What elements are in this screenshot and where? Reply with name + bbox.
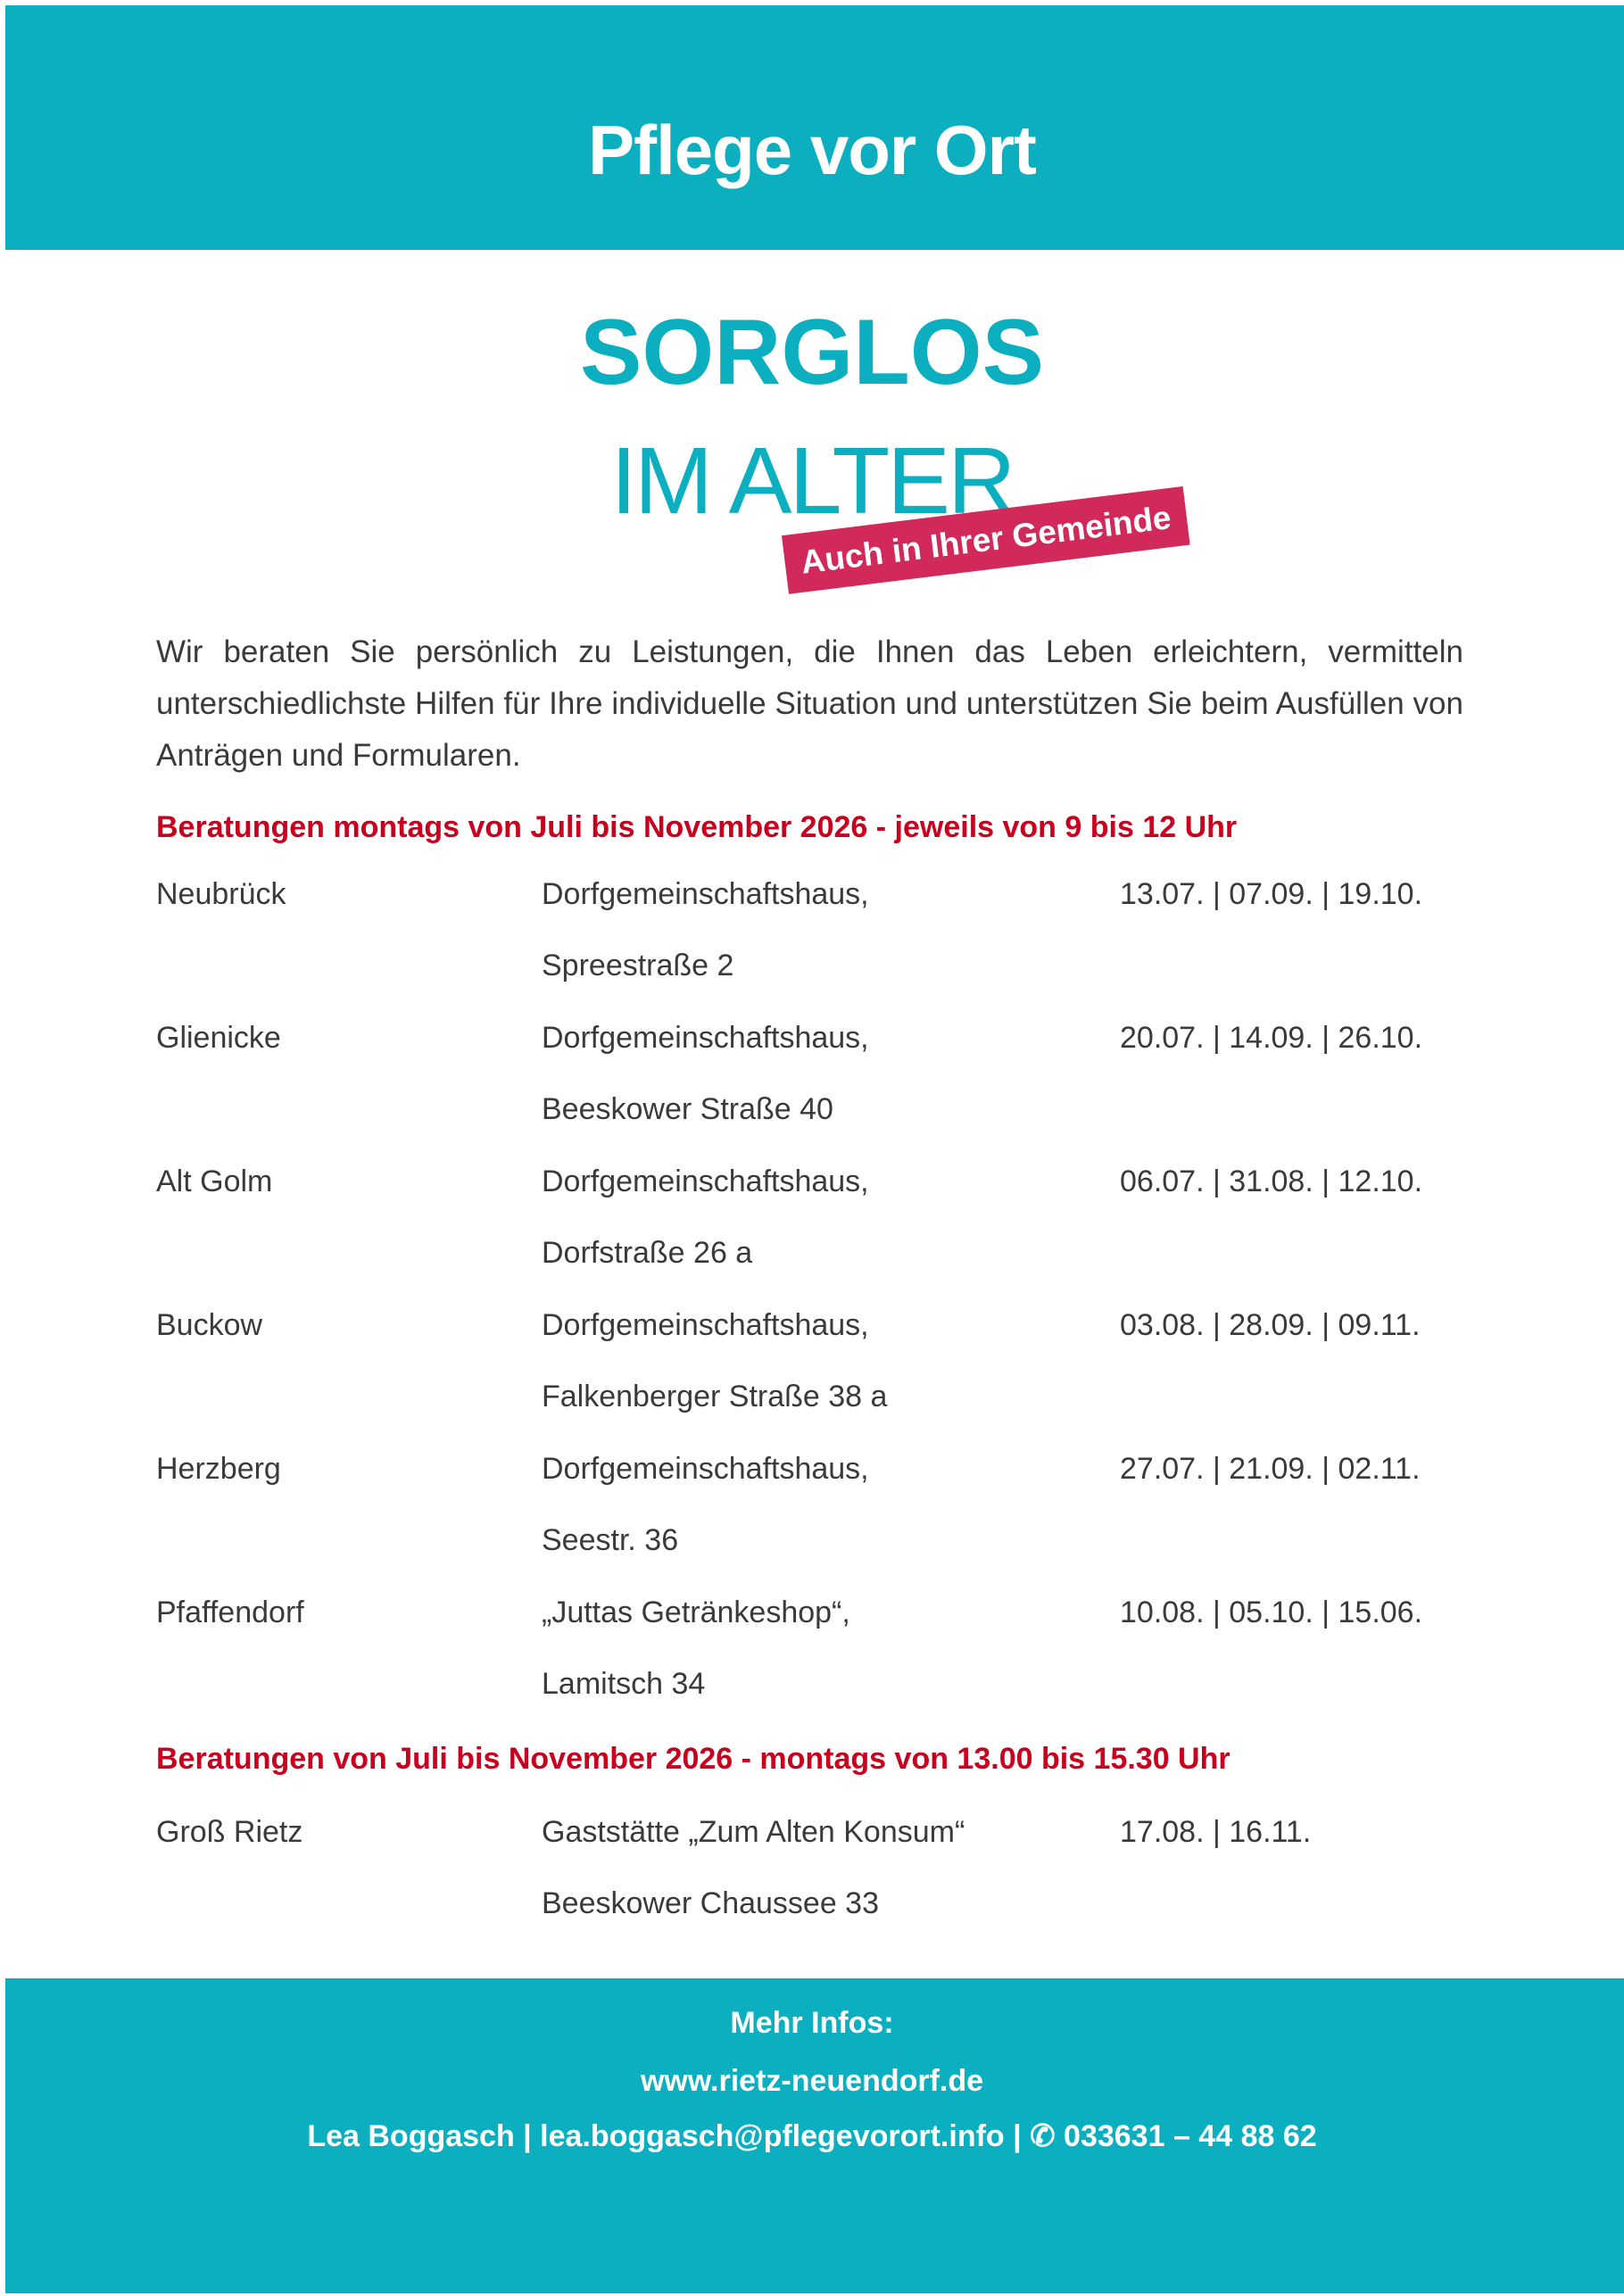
footer-website-link[interactable]: www.rietz-neuendorf.de — [640, 2064, 984, 2098]
venue: Gaststätte „Zum Alten Konsum“ — [542, 1815, 965, 1849]
hero-title-line1: SORGLOS — [579, 301, 1045, 404]
footer-banner — [5, 1978, 1624, 2293]
table-row: Neubrück Dorfgemeinschaftshaus, Spreestraß… — [156, 858, 1468, 1002]
footer-contact: Lea Boggasch | lea.boggasch@pflegevorort… — [307, 2119, 1317, 2153]
section2-table: Groß Rietz Gaststätte „Zum Alten Konsum“ B… — [156, 1796, 1468, 1940]
street: Falkenberger Straße 38 a — [542, 1380, 888, 1413]
place: Herzberg — [156, 1452, 281, 1486]
dates: 10.08. | 05.10. | 15.06. — [1120, 1596, 1423, 1629]
venue: Dorfgemeinschaftshaus, — [542, 1308, 869, 1342]
phone-icon: ✆ — [1030, 2119, 1056, 2153]
header-banner — [5, 5, 1624, 250]
venue: Dorfgemeinschaftshaus, — [542, 1452, 869, 1486]
table-row: Herzberg Dorfgemeinschaftshaus, Seestr. 36… — [156, 1433, 1468, 1577]
venue: Dorfgemeinschaftshaus, — [542, 1165, 869, 1198]
place: Groß Rietz — [156, 1815, 303, 1849]
place: Pfaffendorf — [156, 1596, 304, 1629]
place: Neubrück — [156, 877, 286, 911]
brand-title: Pflege vor Ort — [588, 111, 1037, 189]
dates: 13.07. | 07.09. | 19.10. — [1120, 877, 1423, 911]
footer-label: Mehr Infos: — [730, 2006, 894, 2040]
place: Buckow — [156, 1308, 263, 1342]
table-row: Pfaffendorf „Juttas Getränkeshop“, Lamitsc… — [156, 1577, 1468, 1720]
dates: 20.07. | 14.09. | 26.10. — [1120, 1021, 1423, 1055]
section1-table: Neubrück Dorfgemeinschaftshaus, Spreestraß… — [156, 858, 1468, 1720]
table-row: Groß Rietz Gaststätte „Zum Alten Konsum“ B… — [156, 1796, 1468, 1940]
hero-title-line2: IM ALTER — [610, 428, 1015, 534]
street: Spreestraße 2 — [542, 949, 734, 982]
contact-name: Lea Boggasch — [307, 2119, 515, 2153]
street: Lamitsch 34 — [542, 1667, 706, 1701]
place: Glienicke — [156, 1021, 281, 1055]
place: Alt Golm — [156, 1165, 273, 1198]
street: Seestr. 36 — [542, 1523, 679, 1557]
intro-paragraph: Wir beraten Sie persönlich zu Leistungen… — [156, 634, 1463, 773]
table-row: Alt Golm Dorfgemeinschaftshaus, Dorfstraße… — [156, 1146, 1468, 1289]
venue: Dorfgemeinschaftshaus, — [542, 877, 869, 911]
dates: 06.07. | 31.08. | 12.10. — [1120, 1165, 1423, 1198]
table-row: Glienicke Dorfgemeinschaftshaus, Beeskower… — [156, 1002, 1468, 1146]
section1-heading: Beratungen montags von Juli bis November… — [156, 810, 1238, 844]
dates: 03.08. | 28.09. | 09.11. — [1120, 1308, 1421, 1342]
venue: „Juttas Getränkeshop“, — [542, 1596, 850, 1629]
section2-heading: Beratungen von Juli bis November 2026 - … — [156, 1742, 1230, 1776]
phone-number[interactable]: 033631 – 44 88 62 — [1064, 2119, 1317, 2153]
street: Dorfstraße 26 a — [542, 1236, 753, 1270]
email-link[interactable]: lea.boggasch@pflegevorort.info — [540, 2119, 1005, 2153]
dates: 27.07. | 21.09. | 02.11. — [1120, 1452, 1421, 1486]
street: Beeskower Chaussee 33 — [542, 1886, 880, 1920]
venue: Dorfgemeinschaftshaus, — [542, 1021, 869, 1055]
table-row: Buckow Dorfgemeinschaftshaus, Falkenberger… — [156, 1289, 1468, 1433]
dates: 17.08. | 16.11. — [1120, 1815, 1312, 1849]
street: Beeskower Straße 40 — [542, 1092, 833, 1126]
